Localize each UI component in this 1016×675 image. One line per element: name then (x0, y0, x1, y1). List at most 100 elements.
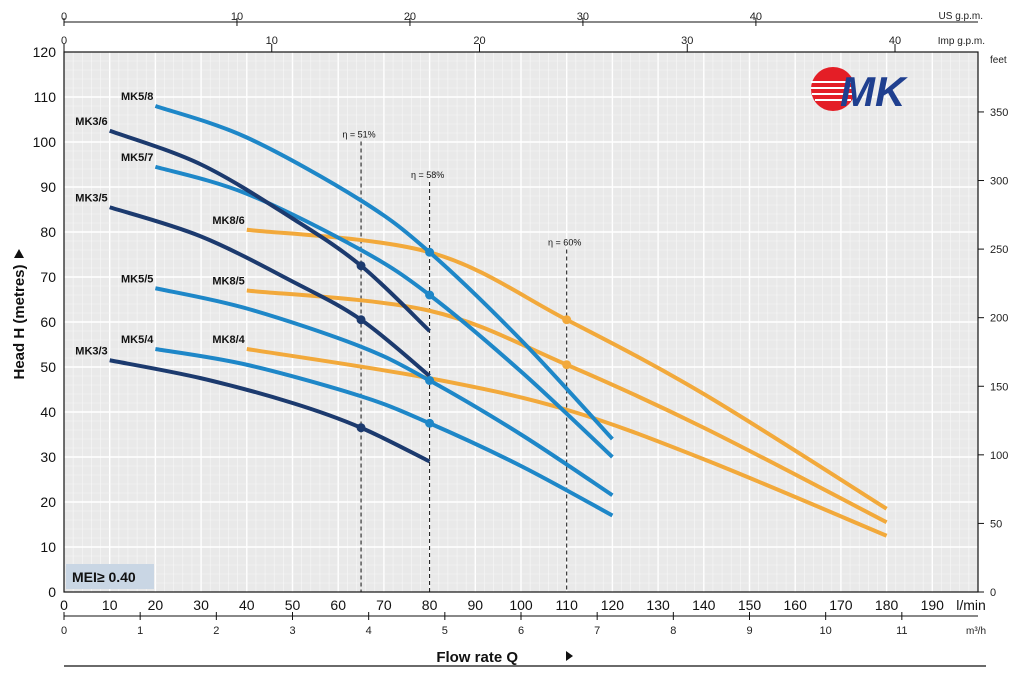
y-tick-label: 100 (33, 134, 57, 150)
curve-label-mk3-3: MK3/3 (75, 345, 107, 357)
m3h-unit-label: m³/h (966, 626, 986, 637)
x-tick-label: 120 (601, 597, 625, 613)
grid (64, 52, 978, 592)
imp-gpm-tick-label: 30 (681, 35, 693, 47)
m3h-tick-label: 2 (213, 625, 219, 637)
x-tick-label: 80 (422, 597, 438, 613)
us-gpm-unit-label: US g.p.m. (939, 11, 983, 22)
marker-point (425, 376, 435, 385)
curve-label-mk3-6: MK3/6 (75, 116, 107, 128)
x-tick-label: 130 (646, 597, 670, 613)
y-axis-title: Head H (metres) (11, 264, 28, 379)
x-tick-label: 20 (148, 597, 164, 613)
feet-tick-label: 100 (990, 450, 1008, 462)
feet-tick-label: 50 (990, 518, 1002, 530)
m3h-tick-label: 11 (896, 625, 907, 637)
curve-mk3-5 (109, 205, 431, 378)
imp-gpm-tick-label: 40 (889, 35, 901, 47)
y-tick-label: 90 (40, 179, 56, 195)
y-tick-label: 40 (40, 404, 56, 420)
y-tick-label: 10 (40, 539, 56, 555)
marker-point (562, 360, 572, 370)
logo-text: MK (840, 68, 908, 115)
feet-tick-label: 200 (990, 313, 1008, 325)
m3h-tick-label: 4 (366, 625, 372, 637)
x-tick-label: 60 (330, 597, 346, 613)
y-tick-label: 80 (40, 224, 56, 240)
feet-tick-label: 0 (990, 587, 996, 599)
feet-tick-label: 300 (990, 176, 1008, 188)
marker-point (356, 261, 366, 271)
x-tick-label: 30 (193, 597, 209, 613)
feet-tick-label: 350 (990, 107, 1008, 119)
m3h-tick-label: 6 (518, 625, 524, 637)
us-gpm-tick-label: 20 (404, 11, 416, 23)
curve-mk3-3 (109, 358, 431, 464)
curve-mk8-4 (246, 347, 888, 538)
m3h-tick-label: 8 (670, 625, 676, 637)
x-tick-label: 40 (239, 597, 255, 613)
feet-tick-label: 250 (990, 244, 1008, 256)
marker-point (562, 315, 572, 325)
curve-label-mk8-4: MK8/4 (212, 334, 245, 346)
x-tick-label: l/min (956, 597, 986, 613)
curve-label-mk5-4: MK5/4 (121, 334, 154, 346)
curve-label-mk8-5: MK8/5 (212, 276, 244, 288)
mk-logo: MK (811, 67, 908, 115)
y-tick-label: 20 (40, 494, 56, 510)
x-tick-label: 170 (829, 597, 853, 613)
x-tick-label: 50 (285, 597, 301, 613)
x-tick-label: 150 (738, 597, 762, 613)
logo-globe-icon (811, 67, 855, 111)
curve-label-mk5-8: MK5/8 (121, 91, 153, 103)
us-gpm-tick-label: 30 (577, 11, 589, 23)
x-tick-label: 180 (875, 597, 899, 613)
us-gpm-tick-label: 0 (61, 11, 67, 23)
imp-gpm-tick-label: 0 (61, 35, 67, 47)
imp-gpm-unit-label: Imp g.p.m. (938, 36, 985, 47)
x-tick-label: 100 (509, 597, 533, 613)
m3h-tick-label: 5 (442, 625, 448, 637)
x-tick-label: 90 (468, 597, 484, 613)
curve-mk5-4 (155, 347, 614, 518)
y-tick-label: 70 (40, 269, 56, 285)
y-axis-arrow-icon (14, 249, 24, 258)
mei-text: MEI≥ 0.40 (72, 569, 136, 585)
x-tick-label: 160 (784, 597, 808, 613)
mei-badge (66, 564, 154, 589)
us-gpm-tick-label: 10 (231, 11, 243, 23)
m3h-tick-label: 0 (61, 625, 67, 637)
x-axis-arrow-icon (566, 651, 573, 661)
x-axis-title: Flow rate Q (436, 649, 518, 666)
x-tick-label: 140 (692, 597, 716, 613)
curve-label-mk5-7: MK5/7 (121, 152, 153, 164)
curve-mk5-5 (154, 286, 614, 497)
curve-mk5-7 (154, 164, 614, 459)
m3h-tick-label: 7 (594, 625, 600, 637)
plot-border (63, 51, 979, 593)
y-tick-label: 60 (40, 314, 56, 330)
marker-point (425, 247, 435, 257)
curve-label-mk3-5: MK3/5 (75, 192, 107, 204)
imp-gpm-tick-label: 10 (266, 35, 278, 47)
markers (356, 247, 572, 433)
efficiency-label: η = 58% (411, 170, 444, 180)
marker-point (356, 423, 366, 433)
imp-gpm-tick-label: 20 (473, 35, 485, 47)
x-tick-label: 10 (102, 597, 118, 613)
curve-mk3-6 (109, 128, 431, 333)
m3h-tick-label: 3 (289, 625, 295, 637)
m3h-tick-label: 10 (820, 625, 832, 637)
feet-tick-label: 150 (990, 381, 1008, 393)
m3h-tick-label: 9 (746, 625, 752, 637)
marker-point (425, 418, 435, 428)
x-tick-label: 110 (556, 597, 579, 613)
curve-label-mk8-6: MK8/6 (212, 215, 244, 227)
feet-unit-label: feet (990, 55, 1007, 66)
curve-labels: MK3/6 MK3/5 MK3/3 MK5/8 MK5/7 MK5/5 MK5/4 MK8/6… (75, 91, 245, 357)
x-tick-label: 70 (376, 597, 392, 613)
y-tick-label: 0 (48, 584, 56, 600)
m3h-tick-label: 1 (137, 625, 143, 637)
axes: 0 10 20 30 40 50 60 70 80 90 100 110 120 130 140 150 160… (33, 11, 1009, 637)
